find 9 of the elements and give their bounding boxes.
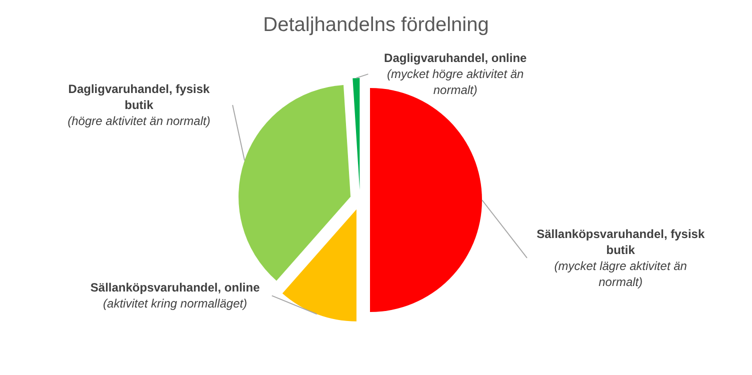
text: (högre aktivitet än normalt) <box>68 114 210 128</box>
slice-label: Sällanköpsvaruhandel, online <box>90 280 260 295</box>
slice-label: Dagligvaruhandel, online <box>384 51 528 66</box>
text: (aktivitet kring normalläget) <box>103 296 248 311</box>
slice-label: Sällanköpsvaruhandel, fysisk butik <box>536 226 705 257</box>
slice-label: Dagligvaruhandel, fysisk butik <box>68 82 210 112</box>
text: (mycket lägre aktivitet än normalt) <box>554 258 688 289</box>
text: (mycket högre aktivitet än normalt) <box>387 67 524 98</box>
chart-title: Detaljhandelns fördelning <box>263 14 489 36</box>
